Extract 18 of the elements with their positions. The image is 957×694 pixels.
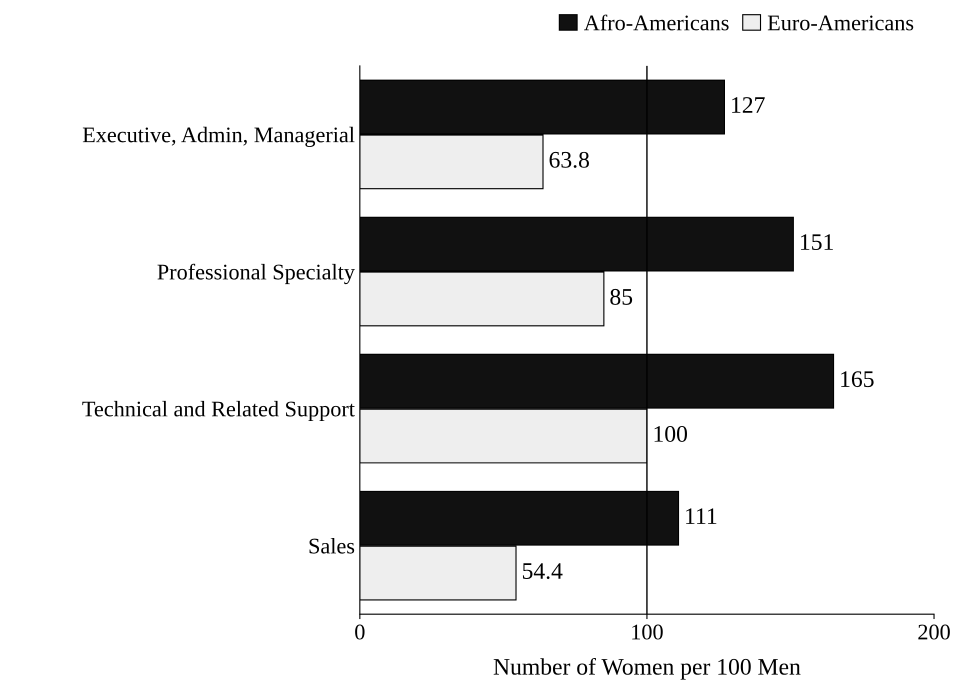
data-label: 63.8	[550, 152, 589, 168]
x-axis-title: Number of Women per 100 Men	[494, 658, 800, 680]
x-tick-label: 200	[918, 624, 950, 640]
y-tick-label: Technical and Related Support	[82, 400, 355, 422]
y-tick-label: Professional Specialty	[157, 264, 355, 284]
y-tick-label: Sales	[310, 538, 354, 554]
x-tick-label: 0	[355, 624, 365, 640]
legend-label: Afro-Americans	[584, 14, 729, 30]
data-label: 100	[654, 426, 688, 442]
y-tick-label: Executive, Admin, Managerial	[82, 126, 355, 147]
data-label: 111	[686, 508, 716, 524]
legend-label: Euro-Americans	[768, 15, 914, 30]
data-label: 127	[732, 97, 765, 113]
data-label: 54.4	[522, 563, 563, 580]
data-label: 165	[841, 371, 874, 388]
data-label: 151	[800, 234, 833, 250]
data-label: 85	[610, 288, 632, 305]
x-tick-label: 100	[632, 624, 663, 640]
